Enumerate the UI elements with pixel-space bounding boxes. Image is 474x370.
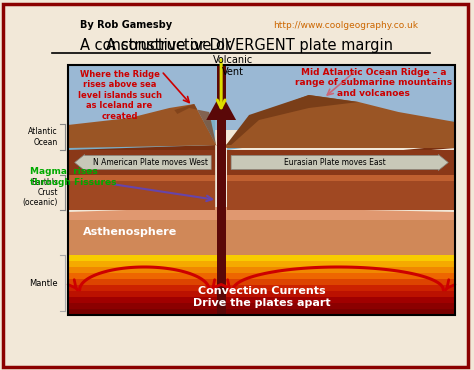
Bar: [68, 285, 455, 291]
Text: By Rob Gamesby: By Rob Gamesby: [80, 20, 172, 30]
Polygon shape: [68, 145, 215, 170]
Polygon shape: [216, 95, 455, 148]
FancyArrow shape: [231, 155, 448, 171]
Bar: [227, 175, 455, 181]
Bar: [68, 279, 455, 285]
Text: Asthenosphere: Asthenosphere: [82, 226, 177, 236]
Bar: [217, 65, 226, 315]
Bar: [68, 255, 455, 261]
Polygon shape: [226, 95, 359, 145]
Polygon shape: [68, 167, 215, 207]
Polygon shape: [174, 104, 216, 145]
Text: A constructive or: A constructive or: [107, 37, 236, 53]
Bar: [68, 260, 455, 267]
Bar: [68, 175, 215, 181]
Polygon shape: [227, 120, 455, 150]
Bar: [68, 65, 455, 130]
Polygon shape: [227, 145, 455, 167]
Bar: [227, 150, 455, 175]
Bar: [227, 175, 455, 210]
Text: Convection Currents
Drive the plates apart: Convection Currents Drive the plates apa…: [192, 286, 330, 308]
Bar: [68, 290, 455, 297]
Text: Earth's
Crust
(oceanic): Earth's Crust (oceanic): [22, 178, 58, 208]
Text: Mantle: Mantle: [29, 279, 58, 287]
Text: Atlantic
Ocean: Atlantic Ocean: [28, 127, 58, 147]
Bar: [68, 303, 455, 309]
Text: Magma  rises
through Fissures: Magma rises through Fissures: [30, 167, 117, 187]
Text: Eurasian Plate moves East: Eurasian Plate moves East: [284, 158, 385, 167]
Text: Where the Ridge
rises above sea
level islands such
as Iceland are
created: Where the Ridge rises above sea level is…: [78, 70, 162, 121]
Bar: [68, 150, 215, 175]
Bar: [68, 309, 455, 315]
Text: Mid Atlantic Ocean Ridge – a
range of submarine mountains
and volcanoes: Mid Atlantic Ocean Ridge – a range of su…: [295, 68, 452, 98]
Polygon shape: [227, 167, 455, 207]
FancyArrow shape: [75, 155, 211, 171]
Bar: [68, 272, 455, 279]
Text: A constructive or DIVERGENT plate margin: A constructive or DIVERGENT plate margin: [80, 37, 392, 53]
Polygon shape: [68, 212, 455, 255]
Polygon shape: [68, 207, 455, 220]
Text: Volcanic
Vent: Volcanic Vent: [213, 55, 253, 77]
Bar: [68, 266, 455, 273]
Text: http://www.coolgeography.co.uk: http://www.coolgeography.co.uk: [273, 20, 419, 30]
Polygon shape: [206, 100, 236, 120]
Text: N American Plate moves West: N American Plate moves West: [93, 158, 209, 167]
Polygon shape: [68, 104, 226, 148]
Bar: [68, 175, 215, 210]
Bar: [68, 296, 455, 303]
Polygon shape: [68, 120, 215, 150]
Bar: [68, 65, 455, 315]
